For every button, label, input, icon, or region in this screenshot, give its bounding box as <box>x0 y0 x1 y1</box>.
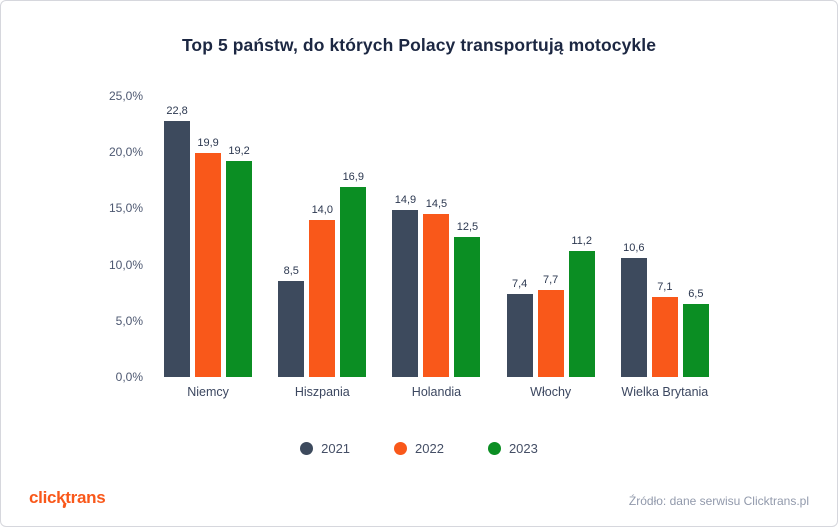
bar-value-label: 8,5 <box>283 265 299 278</box>
bar-column: 6,5 <box>682 96 709 377</box>
bar-value-label: 19,2 <box>228 145 250 158</box>
bar-value-label: 7,4 <box>512 277 528 290</box>
logo-text: clicktrans <box>29 488 106 507</box>
bar <box>568 251 595 377</box>
bar-column: 19,2 <box>226 96 253 377</box>
y-tick-label: 25,0% <box>108 89 143 103</box>
bar-chart: 0,0% 5,0% 10,0% 15,0% 20,0% 25,0% 22,8 19,9 19,… <box>1 89 837 399</box>
bar <box>537 290 564 377</box>
clicktrans-logo: clicktrans <box>29 488 106 508</box>
bar <box>392 209 419 377</box>
bar <box>278 281 305 377</box>
bar-column: 22,8 <box>164 96 191 377</box>
bar-column: 19,9 <box>195 96 222 377</box>
bar-column: 8,5 <box>278 96 305 377</box>
bar-column: 14,0 <box>309 96 336 377</box>
legend-item: 2021 <box>300 441 350 456</box>
category-label: Wielka Brytania <box>621 385 709 399</box>
bar <box>454 236 481 377</box>
logo-hook-mark <box>62 503 67 508</box>
y-axis: 0,0% 5,0% 10,0% 15,0% 20,0% 25,0% <box>101 89 151 384</box>
bar <box>620 257 647 377</box>
y-tick-label: 5,0% <box>115 313 143 328</box>
legend-label: 2022 <box>415 441 444 456</box>
bar-column: 14,9 <box>392 96 419 377</box>
plot-area: 22,8 19,9 19,2 Niemcy 8,5 14,0 16,9 Hiszpania 14… <box>151 96 722 399</box>
bar <box>423 214 450 377</box>
legend-dot-icon <box>487 442 501 455</box>
bar <box>164 120 191 377</box>
category-label: Włochy <box>530 385 572 399</box>
bar <box>195 153 222 377</box>
y-tick-label: 15,0% <box>108 201 143 216</box>
bar-value-label: 16,9 <box>342 171 364 184</box>
bar-column: 11,2 <box>568 96 595 377</box>
bar-column: 7,1 <box>651 96 678 377</box>
bar-column: 16,9 <box>340 96 367 377</box>
legend-item: 2023 <box>487 441 538 456</box>
category-label: Niemcy <box>187 385 229 399</box>
bar-value-label: 12,5 <box>456 220 479 233</box>
bar-value-label: 6,5 <box>688 287 704 300</box>
bar-value-label: 14,0 <box>311 203 333 216</box>
bar-column: 14,5 <box>423 96 450 377</box>
category-label: Holandia <box>411 385 462 399</box>
chart-legend: 2021 2022 2023 <box>1 441 837 456</box>
bar <box>309 219 336 377</box>
bar <box>682 303 709 377</box>
bar-value-label: 7,7 <box>543 274 559 287</box>
legend-dot-icon <box>394 442 408 455</box>
legend-label: 2023 <box>508 441 538 456</box>
bar-column: 7,4 <box>506 96 533 377</box>
bar-group: 10,6 7,1 6,5 Wielka Brytania <box>620 96 709 399</box>
bar-value-label: 14,5 <box>425 198 448 211</box>
legend-item: 2022 <box>394 441 444 456</box>
category-label: Hiszpania <box>294 385 350 399</box>
y-tick-label: 10,0% <box>108 257 143 272</box>
bar <box>340 187 367 377</box>
bar <box>651 297 678 377</box>
bar-value-label: 11,2 <box>571 235 592 248</box>
bar-value-label: 19,9 <box>197 137 219 150</box>
footer: clicktrans Źródło: dane serwisu Clicktra… <box>1 488 837 526</box>
bar <box>506 293 533 377</box>
bar-column: 12,5 <box>454 96 481 377</box>
bar-value-label: 14,9 <box>394 193 417 206</box>
chart-title: Top 5 państw, do których Polacy transpor… <box>181 35 657 55</box>
bar-column: 7,7 <box>537 96 564 377</box>
bar-group: 14,9 14,5 12,5 Holandia <box>392 96 481 399</box>
y-tick-label: 0,0% <box>115 370 143 384</box>
legend-label: 2021 <box>321 441 351 456</box>
bar-column: 10,6 <box>620 96 647 377</box>
y-tick-label: 20,0% <box>108 145 143 160</box>
bar-group: 8,5 14,0 16,9 Hiszpania <box>278 96 367 399</box>
legend-dot-icon <box>300 442 314 455</box>
bar <box>226 161 253 377</box>
bar-value-label: 10,6 <box>623 241 645 254</box>
bar-value-label: 7,1 <box>657 281 673 294</box>
bar-value-label: 22,8 <box>166 104 188 117</box>
source-note: Źródło: dane serwisu Clicktrans.pl <box>628 494 809 508</box>
bar-group: 7,4 7,7 11,2 Włochy <box>506 96 595 399</box>
bar-group: 22,8 19,9 19,2 Niemcy <box>164 96 253 399</box>
